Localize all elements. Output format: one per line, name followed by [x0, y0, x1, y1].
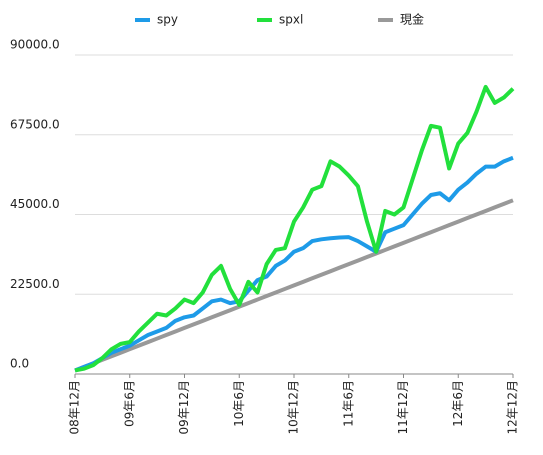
series-line [74, 155, 514, 373]
y-tick-label: 67500.0 [10, 117, 60, 131]
x-tick-label: 10年12月 [287, 380, 301, 435]
legend-label: 現金 [400, 12, 424, 27]
x-tick-label: 09年12月 [177, 380, 191, 435]
x-tick-label: 12年6月 [451, 380, 465, 427]
x-tick-label: 08年12月 [68, 380, 82, 435]
series-line [74, 84, 515, 373]
x-tick-label: 11年12月 [396, 380, 410, 435]
y-tick-label: 0.0 [10, 357, 29, 371]
x-tick-label: 10年6月 [232, 380, 246, 427]
y-tick-label: 90000.0 [10, 38, 60, 52]
x-tick-label: 11年6月 [341, 380, 355, 427]
x-tick-label: 09年6月 [122, 380, 136, 427]
y-tick-label: 22500.0 [10, 277, 60, 291]
legend-label: spxl [279, 13, 303, 27]
series-line [74, 198, 514, 373]
legend-label: spy [157, 13, 178, 27]
x-tick-label: 12年12月 [506, 380, 520, 435]
y-tick-label: 45000.0 [10, 197, 60, 211]
